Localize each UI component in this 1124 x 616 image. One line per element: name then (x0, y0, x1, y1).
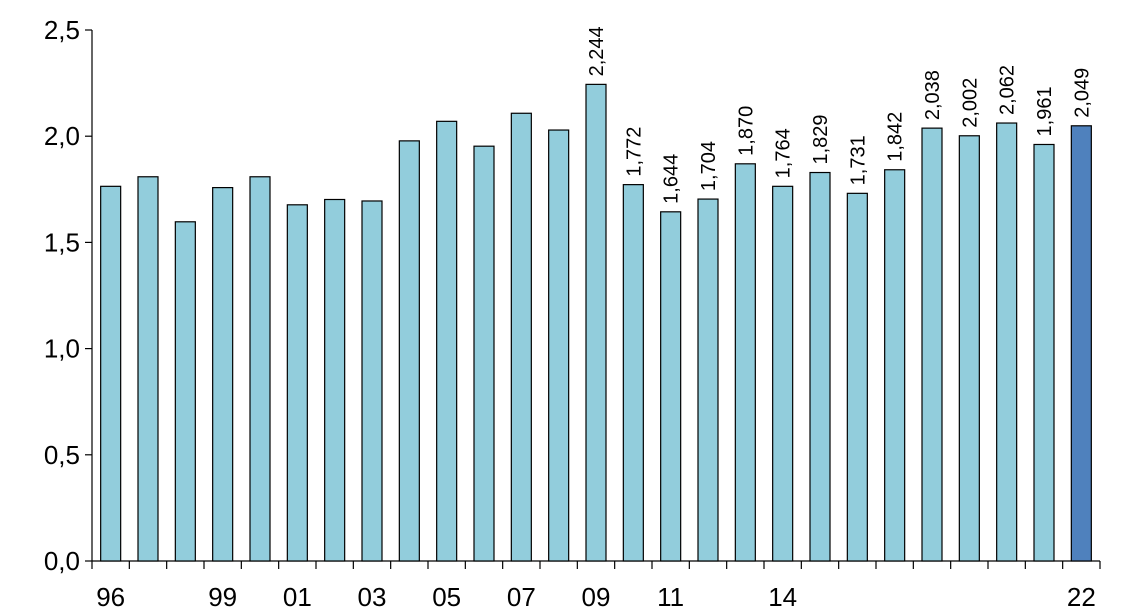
y-axis: 0,0 0,5 1,0 1,5 2,0 2,5 (44, 15, 93, 576)
bars (100, 83, 1092, 562)
y-tick-label: 2,0 (44, 121, 80, 151)
bar-04 (398, 140, 420, 562)
x-tick-label: 05 (432, 582, 461, 612)
bar-20 (996, 122, 1018, 562)
x-tick-label: 11 (657, 582, 684, 612)
bar-12 (697, 198, 719, 562)
bar-09 (585, 83, 607, 562)
bar-99 (212, 187, 234, 562)
data-label: 1,772 (623, 127, 645, 177)
bar-06 (473, 145, 495, 562)
bar-00 (249, 176, 271, 562)
x-tick-label: 07 (507, 582, 536, 612)
data-label: 1,644 (661, 154, 683, 204)
data-label: 1,842 (885, 112, 907, 162)
bar-96 (100, 185, 122, 562)
bar-97 (137, 176, 159, 562)
x-tick-label: 14 (768, 582, 797, 612)
data-label: 1,829 (810, 114, 832, 164)
data-label: 2,002 (959, 78, 981, 128)
data-label: 1,731 (847, 135, 869, 185)
data-label: 2,244 (586, 26, 608, 76)
bar-07 (510, 112, 532, 562)
x-tick-label: 96 (96, 582, 125, 612)
y-tick-label: 0,0 (44, 546, 80, 576)
x-tick-label: 03 (358, 582, 387, 612)
y-tick-label: 2,5 (44, 15, 80, 45)
data-label: 1,704 (698, 141, 720, 191)
y-tick-label: 0,5 (44, 440, 80, 470)
bar-05 (436, 120, 458, 562)
bar-03 (361, 200, 383, 562)
data-labels: 2,244 1,772 1,644 1,704 1,870 1,764 1,829 1,731… (586, 26, 1093, 204)
data-label: 1,764 (773, 128, 795, 178)
bar-16 (846, 192, 868, 562)
data-label: 2,038 (922, 70, 944, 120)
y-tick-label: 1,5 (44, 227, 80, 257)
x-tick-label: 99 (208, 582, 237, 612)
data-label: 1,961 (1034, 86, 1056, 136)
x-tick-label: 09 (582, 582, 611, 612)
bar-98 (174, 221, 196, 562)
x-tick-label: 01 (283, 582, 312, 612)
bar-02 (324, 198, 346, 562)
bar-10 (622, 184, 644, 562)
bar-17 (884, 169, 906, 562)
bar-22 (1070, 125, 1092, 562)
bar-21 (1033, 143, 1055, 562)
bar-11 (660, 211, 682, 562)
bar-13 (734, 163, 756, 562)
bar-19 (958, 135, 980, 562)
data-label: 2,049 (1071, 68, 1093, 118)
y-tick-label: 1,0 (44, 334, 80, 364)
x-tick-label: 22 (1067, 582, 1096, 612)
data-label: 2,062 (997, 65, 1019, 115)
bar-14 (772, 185, 794, 562)
bar-08 (548, 129, 570, 562)
bar-15 (809, 171, 831, 562)
data-label: 1,870 (735, 106, 757, 156)
bar-18 (921, 127, 943, 562)
bar-01 (286, 204, 308, 562)
x-axis: 96 99 01 03 05 07 09 11 14 22 (91, 560, 1101, 612)
